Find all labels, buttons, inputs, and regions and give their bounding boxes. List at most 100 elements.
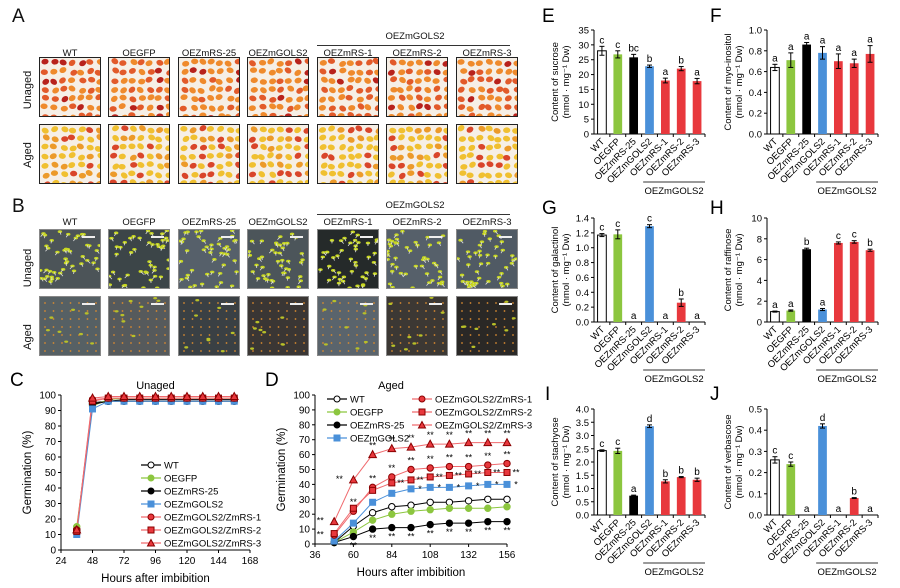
significance-mark: ** xyxy=(388,435,396,445)
significance-mark: ** xyxy=(484,429,492,439)
significance-mark: ** xyxy=(512,467,520,477)
data-point xyxy=(349,532,358,541)
significance-letter: a xyxy=(836,504,842,515)
y-tick-label: 80 xyxy=(45,422,57,433)
significance-letter: b xyxy=(663,469,669,480)
data-point xyxy=(445,519,454,527)
significance-letter: a xyxy=(867,35,873,46)
data-point xyxy=(464,504,473,512)
bar xyxy=(833,242,843,322)
data-point xyxy=(444,439,455,448)
chart-title: Aged xyxy=(378,380,404,392)
y-tick-label: 2.0 xyxy=(576,458,589,469)
bar xyxy=(645,226,654,322)
data-point xyxy=(329,516,339,526)
x-axis-label: Hours after imbibition xyxy=(357,567,466,579)
group-label: OEZmGOLS2 xyxy=(645,374,704,385)
scale-bar xyxy=(499,303,512,305)
unaged-seed-image xyxy=(39,57,101,117)
data-point xyxy=(426,483,434,491)
legend-marker xyxy=(333,395,341,403)
data-point xyxy=(198,391,208,401)
group-label: OEZmGOLS2 xyxy=(818,374,877,385)
y-axis-unit: (nmol · mg⁻¹ Dw) xyxy=(561,233,572,306)
data-point xyxy=(89,405,96,413)
data-point xyxy=(407,501,415,509)
data-point xyxy=(502,437,512,447)
column-label: OEZmRS-25 xyxy=(181,48,237,59)
significance-mark: ** xyxy=(465,527,473,537)
data-point xyxy=(464,519,473,527)
significance-letter: b xyxy=(867,238,873,249)
significance-letter: a xyxy=(694,67,700,78)
legend-label: WT xyxy=(350,395,365,406)
significance-mark: ** xyxy=(350,497,358,507)
data-point xyxy=(503,468,511,476)
significance-letter: a xyxy=(836,43,842,54)
legend-marker xyxy=(147,461,155,469)
y-axis-unit: (nmol · mg⁻¹ Dw) xyxy=(734,425,745,498)
data-point xyxy=(349,504,357,512)
significance-mark: ** xyxy=(388,463,396,473)
significance-letter: c xyxy=(647,214,652,225)
series-line xyxy=(334,521,507,543)
data-point xyxy=(349,519,357,527)
data-point xyxy=(484,468,492,476)
significance-mark: ** xyxy=(369,441,377,451)
scale-bar xyxy=(499,236,512,238)
bar xyxy=(770,66,780,135)
legend-label: OEZmGOLS2/ZmRS-1 xyxy=(435,395,532,406)
panel-letter-e: E xyxy=(542,6,555,27)
unaged-seed-image xyxy=(247,57,309,117)
significance-mark: ** xyxy=(407,532,415,542)
legend-marker xyxy=(147,500,155,508)
x-tick-label: 108 xyxy=(422,550,439,561)
group-label: OEZmGOLS2 xyxy=(818,567,877,578)
y-tick-label: 1.2 xyxy=(576,228,589,239)
y-tick-label: 6 xyxy=(757,255,762,266)
x-axis-label: Hours after imbibition xyxy=(101,573,210,585)
y-axis-label: Content of verbascose xyxy=(723,414,734,509)
y-tick-label: 8 xyxy=(757,234,762,245)
y-tick-label: 90 xyxy=(45,406,57,417)
y-tick-label: 1.4 xyxy=(576,214,589,225)
significance-mark: ** xyxy=(369,473,377,483)
aged-seed-image xyxy=(108,124,170,184)
significance-letter: d xyxy=(820,413,826,424)
y-tick-label: 90 xyxy=(299,405,311,416)
bar xyxy=(786,310,796,322)
y-tick-label: 2 xyxy=(757,297,762,308)
data-point xyxy=(182,391,192,401)
data-point xyxy=(464,497,473,505)
y-tick-label: 20 xyxy=(45,515,57,526)
bar xyxy=(802,44,812,135)
y-tick-label: 1.0 xyxy=(576,484,589,495)
legend-marker xyxy=(333,421,341,429)
data-point xyxy=(445,462,454,471)
unaged-seedling-image xyxy=(39,229,101,289)
significance-letter: c xyxy=(772,446,777,457)
data-point xyxy=(388,489,396,497)
aged-seedling-image xyxy=(178,296,240,356)
bar xyxy=(818,425,827,515)
y-tick-label: 0.2 xyxy=(749,109,762,120)
aged-seed-image xyxy=(178,124,240,184)
unaged-seedling-image xyxy=(247,229,309,289)
unaged-seed-image xyxy=(178,57,240,117)
significance-mark: ** xyxy=(465,453,473,463)
scale-bar xyxy=(82,236,95,238)
y-tick-label: 10 xyxy=(299,525,311,536)
unaged-seedling-image xyxy=(178,229,240,289)
column-label: OEZmRS-1 xyxy=(323,217,373,228)
y-tick-label: 1.0 xyxy=(749,26,762,37)
bar xyxy=(802,249,812,322)
data-point xyxy=(367,449,378,459)
data-point xyxy=(103,391,113,401)
data-point xyxy=(465,470,473,478)
scale-bar xyxy=(429,236,442,238)
legend-marker xyxy=(418,395,426,403)
bar xyxy=(818,309,827,322)
y-axis-label: Germination (%) xyxy=(276,427,288,511)
significance-mark: ** xyxy=(407,456,415,466)
bar xyxy=(629,57,639,134)
